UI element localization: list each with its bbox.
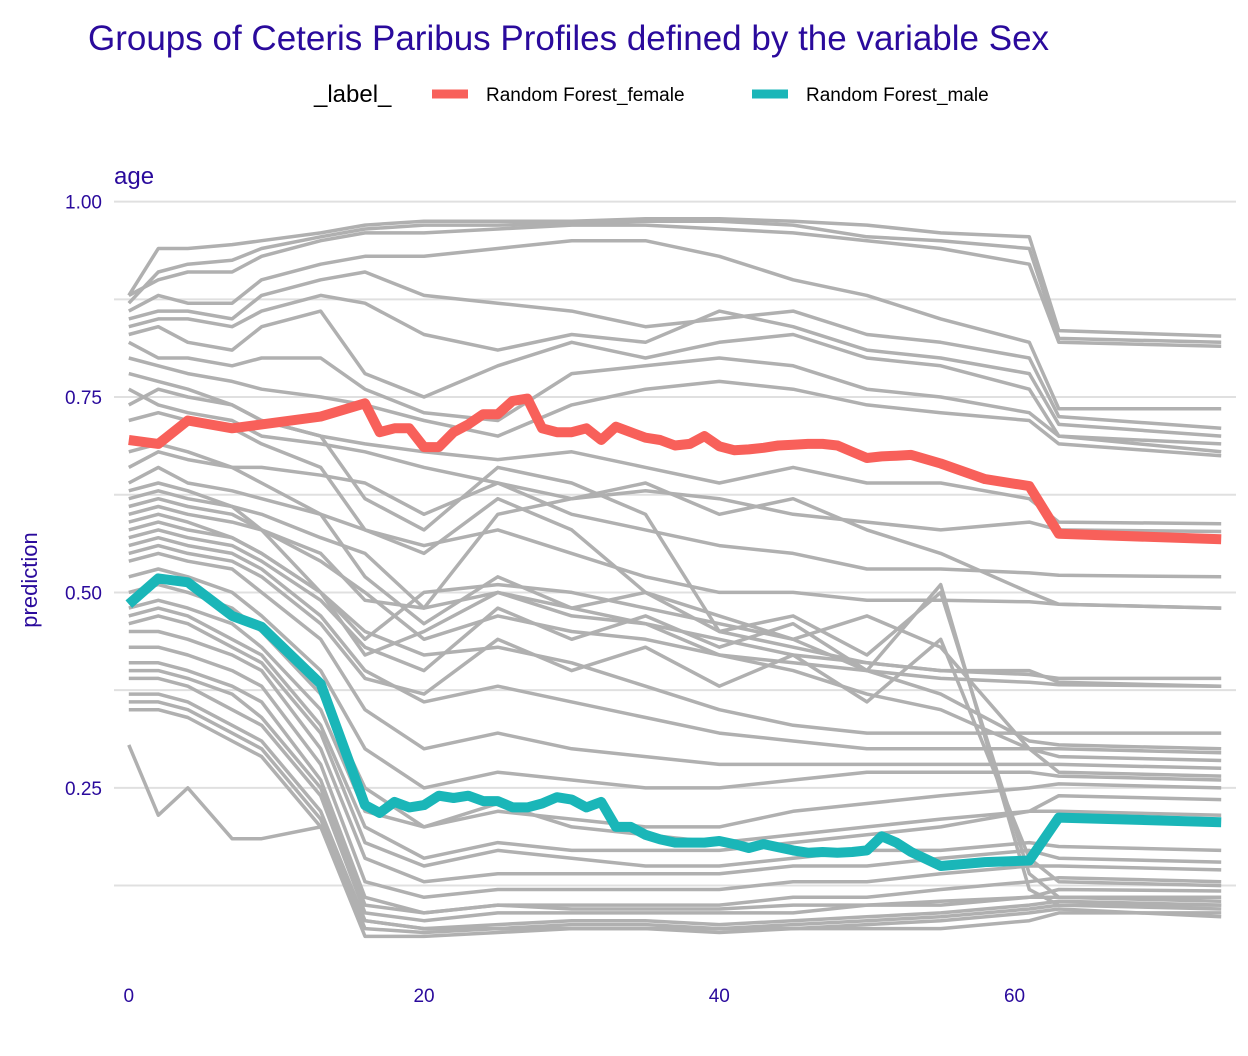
- background-profile-line: [128, 645, 1222, 900]
- x-axis-ticks: 0 20 40 60: [123, 986, 1025, 1007]
- background-profile-line: [128, 614, 1222, 868]
- x-tick-label: 20: [413, 986, 434, 1007]
- series-line-female: [128, 393, 1222, 545]
- x-tick-label: 40: [709, 986, 730, 1007]
- y-axis-ticks: 0.25 0.50 0.75 1.00: [65, 193, 102, 800]
- series-line-male: [125, 573, 1222, 871]
- background-profile-line: [128, 668, 1222, 915]
- background-profile-line: [128, 707, 1222, 939]
- x-tick-label: 0: [123, 986, 134, 1007]
- x-tick-label: 60: [1004, 986, 1025, 1007]
- background-profile-line: [127, 387, 1222, 688]
- chart-title: Groups of Ceteris Paribus Profiles defin…: [88, 19, 1050, 58]
- background-profiles: [127, 217, 1222, 939]
- background-profile-line: [128, 598, 1222, 845]
- legend-label-male: Random Forest_male: [806, 85, 989, 106]
- background-profile-line: [128, 629, 1222, 884]
- background-profile-line: [128, 661, 1222, 915]
- background-profile-line: [127, 387, 1222, 534]
- background-profile-line: [128, 442, 1222, 763]
- background-profile-line: [128, 309, 1222, 446]
- y-tick-label: 0.75: [65, 388, 102, 409]
- background-profile-line: [128, 481, 1222, 610]
- background-profile-line: [128, 582, 1222, 829]
- background-profile-line: [128, 293, 1222, 438]
- background-profile-line: [128, 606, 1222, 860]
- y-tick-label: 0.50: [65, 583, 102, 604]
- legend-label-female: Random Forest_female: [486, 85, 685, 106]
- background-profile-line: [127, 744, 1222, 931]
- background-profile-line: [127, 217, 1222, 338]
- background-profile-line: [127, 340, 1222, 454]
- background-profile-line: [128, 535, 1222, 755]
- legend: _label_ Random Forest_female Random Fore…: [313, 81, 989, 108]
- background-profile-line: [128, 676, 1222, 923]
- y-tick-label: 0.25: [65, 779, 102, 800]
- background-profile-line: [128, 512, 1222, 778]
- background-profile-line: [127, 238, 1222, 411]
- y-tick-label: 1.00: [65, 193, 102, 214]
- background-profile-line: [128, 270, 1222, 431]
- y-axis-label: prediction: [17, 532, 42, 627]
- facet-label: age: [114, 163, 154, 190]
- group-profiles: [125, 393, 1222, 871]
- background-profile-line: [128, 543, 1222, 888]
- background-profile-line: [128, 692, 1222, 931]
- background-profile-line: [128, 700, 1222, 935]
- legend-title: _label_: [313, 81, 392, 108]
- background-profile-line: [128, 567, 1222, 790]
- background-profile-line: [127, 465, 1222, 610]
- background-profile-line: [127, 223, 1222, 348]
- background-profile-line: [128, 528, 1222, 907]
- background-profile-line: [127, 219, 1222, 345]
- background-profile-line: [128, 551, 1222, 771]
